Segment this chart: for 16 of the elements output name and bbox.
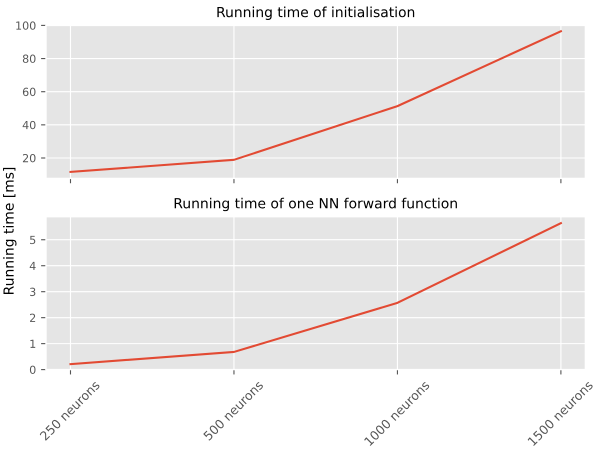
y-tick-label: 5: [30, 236, 36, 244]
y-tick-label: 0: [30, 366, 36, 374]
y-tick-label: 80: [22, 54, 36, 63]
y-tick-label: 20: [22, 154, 36, 162]
line-series: [69, 222, 562, 366]
chart-title: Running time of one NN forward function: [174, 198, 457, 212]
y-tick-label: 2: [30, 314, 36, 322]
y-tick-label: 4: [30, 262, 36, 270]
line-series: [69, 30, 562, 173]
y-tick-label: 100: [16, 21, 36, 30]
y-tick-label: 40: [22, 120, 36, 130]
y-axis-title: Running time [ms]: [3, 168, 17, 294]
y-tick-label: 60: [22, 88, 36, 96]
y-tick-label: 1: [30, 340, 36, 348]
y-tick-label: 3: [30, 288, 36, 296]
chart-title: Running time of initialisation: [217, 6, 414, 20]
